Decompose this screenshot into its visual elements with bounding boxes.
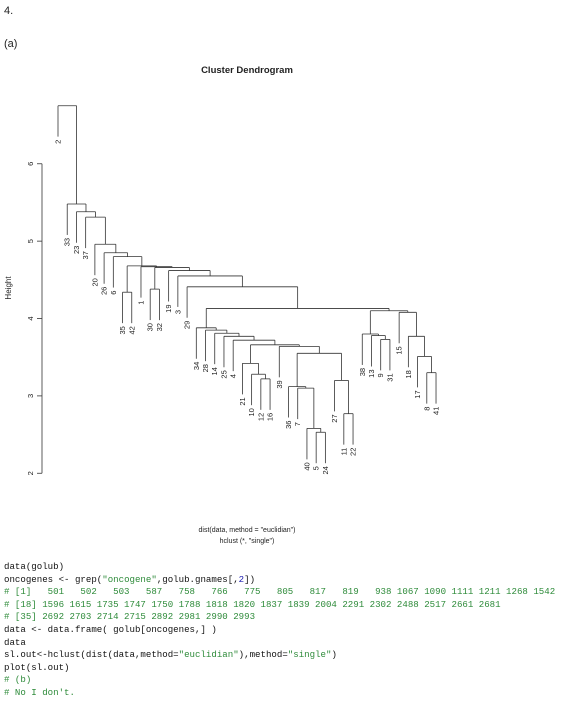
leaf-label: 35 bbox=[118, 326, 127, 334]
leaf-label: 5 bbox=[312, 466, 321, 470]
leaf-label: 16 bbox=[266, 413, 275, 421]
leaf-label: 21 bbox=[238, 397, 247, 405]
leaf-label: 31 bbox=[385, 373, 394, 381]
leaf-label: 14 bbox=[210, 367, 219, 375]
code-token: ),method= bbox=[238, 649, 288, 661]
code-token: data bbox=[4, 636, 26, 648]
code-line: # No I don't. bbox=[4, 687, 555, 700]
code-token: # No I don't. bbox=[4, 686, 75, 698]
code-line: data <- data.frame( golub[oncogenes,] ) bbox=[4, 624, 555, 637]
leaf-label: 41 bbox=[432, 407, 441, 415]
leaf-label: 15 bbox=[395, 346, 404, 354]
code-token: ) bbox=[331, 649, 337, 661]
leaf-label: 32 bbox=[155, 323, 164, 331]
leaf-label: 38 bbox=[358, 368, 367, 376]
code-token: plot(sl.out) bbox=[4, 661, 70, 673]
code-token: data(golub) bbox=[4, 561, 65, 572]
y-tick-label: 3 bbox=[26, 394, 35, 398]
question-part: (a) bbox=[4, 38, 18, 50]
leaf-label: 28 bbox=[201, 364, 210, 372]
leaf-label: 6 bbox=[109, 291, 118, 295]
leaf-label: 40 bbox=[302, 462, 311, 470]
code-token: ,golub.gnames[, bbox=[156, 573, 239, 585]
leaf-label: 33 bbox=[63, 238, 72, 246]
leaf-label: 39 bbox=[275, 380, 284, 388]
code-token: "single" bbox=[287, 649, 332, 661]
subtitle: hclust (*, "single") bbox=[220, 538, 275, 545]
leaf-label: 1 bbox=[136, 301, 145, 305]
leaf-label: 7 bbox=[293, 422, 302, 426]
code-token: # [35] 2692 2703 2714 2715 2892 2981 299… bbox=[4, 611, 256, 623]
leaf-label: 36 bbox=[284, 421, 293, 429]
code-line: oncogenes <- grep("oncogene",golub.gname… bbox=[4, 574, 555, 587]
code-line: sl.out<-hclust(dist(data,method="euclidi… bbox=[4, 649, 555, 662]
question-number: 4. bbox=[4, 5, 14, 17]
leaf-label: 11 bbox=[339, 448, 348, 456]
dendrogram: Cluster Dendrogram Height dist(data, met… bbox=[4, 65, 441, 545]
code-line: # [1] 501 502 503 587 758 766 775 805 81… bbox=[4, 586, 555, 599]
leaf-label: 37 bbox=[81, 251, 90, 259]
code-token: oncogenes <- grep( bbox=[4, 573, 103, 585]
code-token: 2 bbox=[238, 573, 245, 585]
leaf-label: 29 bbox=[183, 321, 192, 329]
leaf-label: 34 bbox=[192, 362, 201, 370]
code-token: "oncogene" bbox=[102, 573, 157, 585]
leaf-label: 12 bbox=[256, 413, 265, 421]
leaf-label: 27 bbox=[330, 414, 339, 422]
code-token: # [18] 1596 1615 1735 1747 1750 1788 181… bbox=[4, 598, 501, 610]
leaf-label: 42 bbox=[127, 326, 136, 334]
y-tick-label: 4 bbox=[26, 316, 35, 320]
chart-title: Cluster Dendrogram bbox=[201, 65, 293, 76]
leaf-label: 22 bbox=[349, 448, 358, 456]
leaf-label: 13 bbox=[367, 369, 376, 377]
leaf-label: 23 bbox=[72, 246, 81, 254]
code-token: # [1] 501 502 503 587 758 766 775 805 81… bbox=[4, 586, 556, 598]
leaf-label: 19 bbox=[164, 304, 173, 312]
leaf-label: 4 bbox=[229, 374, 238, 378]
code-block: data(golub) oncogenes <- grep("oncogene",… bbox=[4, 561, 555, 700]
y-axis-label: Height bbox=[4, 276, 13, 300]
leaf-label: 26 bbox=[100, 287, 109, 295]
leaf-label: 20 bbox=[90, 278, 99, 286]
x-axis-label: dist(data, method = "euclidian") bbox=[199, 527, 296, 534]
leaf-label: 3 bbox=[173, 310, 182, 314]
code-token: "euclidian" bbox=[178, 649, 239, 661]
y-tick-label: 5 bbox=[26, 239, 35, 243]
code-line: data(golub) bbox=[4, 561, 555, 574]
code-line: data bbox=[4, 637, 555, 650]
code-token: data <- data.frame( golub[oncogenes,] ) bbox=[4, 623, 217, 635]
leaf-label: 2 bbox=[54, 140, 63, 144]
leaf-label: 18 bbox=[404, 370, 413, 378]
code-token: ]) bbox=[244, 573, 256, 585]
leaf-label: 30 bbox=[146, 323, 155, 331]
code-line: # [18] 1596 1615 1735 1747 1750 1788 181… bbox=[4, 599, 555, 612]
leaf-label: 24 bbox=[321, 466, 330, 474]
leaf-label: 10 bbox=[247, 408, 256, 416]
y-tick-label: 6 bbox=[26, 162, 35, 166]
leaf-label: 8 bbox=[422, 407, 431, 411]
leaf-label: 9 bbox=[376, 373, 385, 377]
leaf-label: 17 bbox=[413, 390, 422, 398]
code-line: # [35] 2692 2703 2714 2715 2892 2981 299… bbox=[4, 611, 555, 624]
code-token: # (b) bbox=[4, 674, 32, 686]
y-tick-label: 2 bbox=[26, 471, 35, 475]
code-token: sl.out<-hclust(dist(data,method= bbox=[4, 649, 179, 661]
leaf-label: 25 bbox=[219, 370, 228, 378]
code-line: plot(sl.out) bbox=[4, 662, 555, 675]
code-line: # (b) bbox=[4, 674, 555, 687]
